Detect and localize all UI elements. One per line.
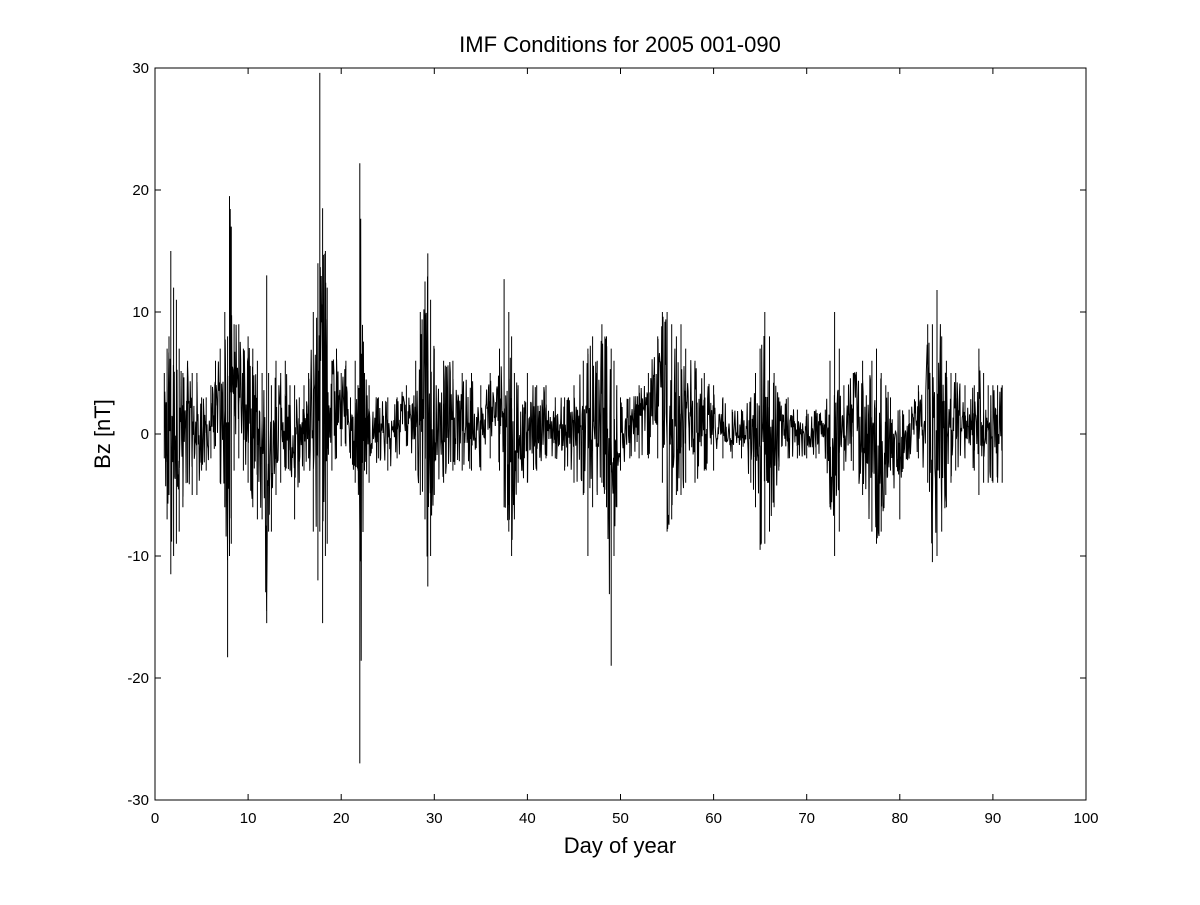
y-tick-label: 10 (132, 304, 149, 321)
bz-series-line (163, 72, 1003, 764)
chart-title: IMF Conditions for 2005 001-090 (459, 32, 781, 57)
x-tick-label: 80 (891, 810, 908, 827)
y-axis: -30 -20 -10 0 10 20 30 (127, 60, 1086, 809)
y-axis-title: Bz [nT] (90, 399, 115, 469)
y-tick-label: -20 (127, 670, 149, 687)
y-tick-label: -10 (127, 548, 149, 565)
x-tick-label: 100 (1073, 810, 1098, 827)
x-tick-label: 90 (985, 810, 1002, 827)
y-tick-label: 20 (132, 182, 149, 199)
y-tick-label: 0 (141, 426, 149, 443)
x-tick-label: 10 (240, 810, 257, 827)
x-tick-label: 70 (798, 810, 815, 827)
x-axis: 0 10 20 30 40 50 60 70 80 90 100 (151, 68, 1099, 827)
x-axis-title: Day of year (564, 833, 677, 858)
plot-area (154, 67, 1087, 801)
y-tick-label: -30 (127, 792, 149, 809)
x-tick-label: 0 (151, 810, 159, 827)
x-tick-label: 20 (333, 810, 350, 827)
x-tick-label: 40 (519, 810, 536, 827)
x-tick-label: 50 (612, 810, 629, 827)
x-tick-label: 60 (705, 810, 722, 827)
y-tick-label: 30 (132, 60, 149, 77)
x-tick-label: 30 (426, 810, 443, 827)
